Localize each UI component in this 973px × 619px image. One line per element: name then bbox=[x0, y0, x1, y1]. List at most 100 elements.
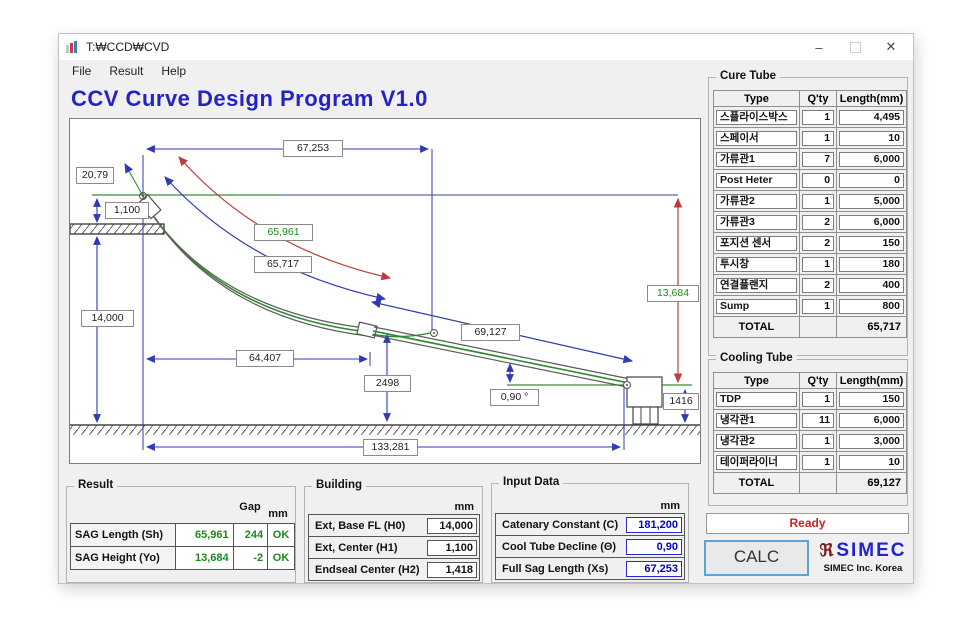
tube-qty-field: 11 bbox=[801, 412, 835, 428]
tube-type-field: 냉각관1 bbox=[716, 412, 797, 428]
tube-qty-field: 1 bbox=[801, 130, 835, 146]
dim-label-angle: 20,79 bbox=[76, 167, 114, 184]
tube-type-field: Post Heter bbox=[716, 172, 797, 188]
cooling-col-qty: Q'ty bbox=[798, 372, 838, 389]
menu-help[interactable]: Help bbox=[161, 63, 187, 78]
catenary-constant-field[interactable]: 181,200 bbox=[625, 516, 682, 533]
full-sag-length-field[interactable]: 67,253 bbox=[625, 560, 682, 577]
table-row: 냉각관1 11 6,000 bbox=[713, 409, 907, 431]
building-row-label: Endseal Center (H2) bbox=[315, 563, 420, 576]
tube-qty-field: 1 bbox=[801, 193, 835, 209]
dim-label-xs: 67,253 bbox=[283, 140, 343, 157]
building-row: Endseal Center (H2) 1,418 bbox=[309, 559, 479, 580]
table-row: 연결플랜지 2 400 bbox=[713, 274, 907, 296]
tube-qty-field: 7 bbox=[801, 151, 835, 167]
tube-type-field: TDP bbox=[716, 391, 797, 407]
table-row: 냉각관2 1 3,000 bbox=[713, 430, 907, 452]
dim-label-sag-height: 13,684 bbox=[647, 285, 699, 302]
cure-col-length: Length(mm) bbox=[836, 90, 907, 107]
cooling-tube-panel: Cooling Tube Type Q'ty Length(mm) TDP 1 15… bbox=[708, 352, 908, 506]
window-title: T:₩CCD₩CVD bbox=[86, 40, 170, 54]
tube-qty-field: 1 bbox=[801, 109, 835, 125]
curve-diagram bbox=[69, 145, 700, 451]
calc-button[interactable]: CALC bbox=[704, 540, 809, 576]
tube-qty-field: 1 bbox=[801, 454, 835, 470]
menu-file[interactable]: File bbox=[72, 63, 92, 78]
app-icon bbox=[66, 40, 77, 53]
tube-length-field: 5,000 bbox=[839, 193, 904, 209]
status-badge: Ready bbox=[706, 513, 909, 534]
result-row-label: SAG Length (Sh) bbox=[70, 523, 176, 547]
tube-qty-field: 1 bbox=[801, 433, 835, 449]
tube-length-field: 4,495 bbox=[839, 109, 904, 125]
departure-angle-line bbox=[124, 163, 144, 197]
h2-field[interactable]: 1,418 bbox=[426, 561, 477, 578]
building-row-label: Ext, Center (H1) bbox=[315, 541, 398, 554]
result-row: SAG Length (Sh) 65,961 244 OK bbox=[70, 523, 295, 547]
building-row: Ext, Base FL (H0) 14,000 bbox=[309, 515, 479, 537]
dim-label-h0: 14,000 bbox=[81, 310, 134, 327]
end-stand bbox=[626, 376, 663, 408]
cure-total-value: 65,717 bbox=[836, 316, 907, 338]
maximize-button[interactable] bbox=[837, 34, 873, 60]
input-unit-label: mm bbox=[660, 500, 680, 512]
table-row: 스페이서 1 10 bbox=[713, 127, 907, 149]
cure-tube-panel: Cure Tube Type Q'ty Length(mm) 스플라이스박스 1 4… bbox=[708, 70, 908, 356]
dim-curve-65717 bbox=[164, 176, 387, 302]
close-button[interactable]: ✕ bbox=[885, 39, 897, 54]
tube-length-field: 0 bbox=[839, 172, 904, 188]
building-panel: Building mm Ext, Base FL (H0) 14,000 Ext… bbox=[304, 479, 483, 583]
tube-qty-field: 2 bbox=[801, 277, 835, 293]
cooling-col-length: Length(mm) bbox=[836, 372, 907, 389]
tube-type-field: 가류관3 bbox=[716, 214, 797, 230]
input-data-table: Catenary Constant (C) 181,200 Cool Tube … bbox=[495, 513, 685, 580]
tube-length-field: 180 bbox=[839, 256, 904, 272]
total-row: TOTAL 69,127 bbox=[713, 472, 907, 494]
tube-type-field: Sump bbox=[716, 298, 797, 314]
tube-length-field: 6,000 bbox=[839, 214, 904, 230]
input-row: Catenary Constant (C) 181,200 bbox=[496, 514, 684, 536]
dim-label-65717: 65,717 bbox=[254, 256, 312, 273]
cooling-tube-table: Type Q'ty Length(mm) TDP 1 150 냉각관1 11 6,000 냉… bbox=[713, 372, 907, 494]
result-row-gap: 244 bbox=[232, 523, 269, 547]
tube-qty-field: 1 bbox=[801, 391, 835, 407]
result-row-status: OK bbox=[267, 523, 295, 547]
table-row: 스플라이스박스 1 4,495 bbox=[713, 106, 907, 128]
tube-length-field: 400 bbox=[839, 277, 904, 293]
cool-tube-decline-field[interactable]: 0,90 bbox=[625, 538, 682, 555]
cooling-total-label: TOTAL bbox=[713, 472, 800, 494]
h1-field[interactable]: 1,100 bbox=[426, 539, 477, 556]
tube-type-field: 가류관2 bbox=[716, 193, 797, 209]
building-row-label: Ext, Base FL (H0) bbox=[315, 519, 406, 532]
end-stand-legs bbox=[632, 406, 659, 425]
extruder-platform bbox=[69, 223, 165, 235]
simec-logo: ℜ SIMEC SIMEC Inc. Korea bbox=[815, 540, 911, 574]
table-row: Sump 1 800 bbox=[713, 295, 907, 317]
result-row-status: OK bbox=[267, 546, 295, 570]
input-row-label: Cool Tube Decline (Θ) bbox=[502, 540, 617, 553]
page-title: CCV Curve Design Program V1.0 bbox=[71, 86, 428, 111]
h0-field[interactable]: 14,000 bbox=[426, 517, 477, 534]
tube-length-field: 6,000 bbox=[839, 412, 904, 428]
menu-result[interactable]: Result bbox=[109, 63, 144, 78]
tube-qty-field: 1 bbox=[801, 256, 835, 272]
cure-col-qty: Q'ty bbox=[798, 90, 838, 107]
cooling-col-type: Type bbox=[713, 372, 800, 389]
table-row: 투시창 1 180 bbox=[713, 253, 907, 275]
tube-length-field: 3,000 bbox=[839, 433, 904, 449]
tube-qty-field: 2 bbox=[801, 214, 835, 230]
result-table: SAG Length (Sh) 65,961 244 OK SAG Height… bbox=[70, 523, 295, 570]
tube-length-field: 10 bbox=[839, 130, 904, 146]
cooling-tube-title: Cooling Tube bbox=[716, 352, 797, 364]
tube-type-field: 가류관1 bbox=[716, 151, 797, 167]
ground-hatch bbox=[70, 425, 700, 435]
table-row: 가류관3 2 6,000 bbox=[713, 211, 907, 233]
extruder-center-marker bbox=[139, 192, 147, 200]
building-table: Ext, Base FL (H0) 14,000 Ext, Center (H1… bbox=[308, 514, 480, 581]
table-row: Post Heter 0 0 bbox=[713, 169, 907, 191]
input-row: Full Sag Length (Xs) 67,253 bbox=[496, 558, 684, 579]
curve-diagram-panel: 20,79 67,253 1,100 65,961 65,717 14,000 … bbox=[69, 118, 701, 464]
minimize-button[interactable]: – bbox=[815, 39, 823, 55]
cure-tube-table: Type Q'ty Length(mm) 스플라이스박스 1 4,495 스페이서 1 1… bbox=[713, 90, 907, 338]
